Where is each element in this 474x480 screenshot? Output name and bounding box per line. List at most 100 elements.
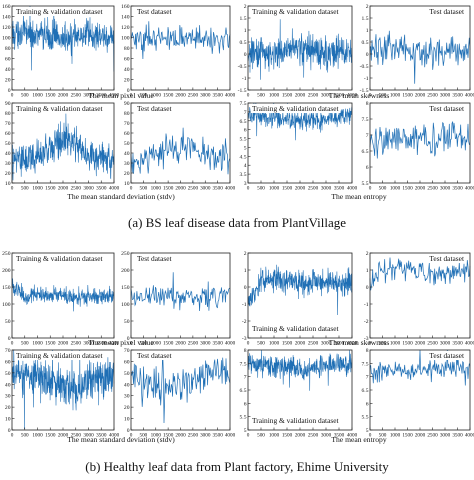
y-tick-label: 80 bbox=[124, 111, 130, 117]
x-tick-label: 4000 bbox=[347, 433, 358, 439]
title-bg bbox=[15, 104, 105, 113]
x-tick-label: 3000 bbox=[83, 186, 94, 192]
y-tick-label: 30 bbox=[124, 161, 130, 167]
panel-title: Training & validation dataset bbox=[252, 104, 340, 113]
panel-title: Test dataset bbox=[429, 254, 465, 263]
y-tick-label: 20 bbox=[124, 78, 130, 84]
y-tick-label: 50 bbox=[124, 141, 130, 147]
x-tick-label: 3500 bbox=[452, 93, 463, 99]
x-tick-label: 2000 bbox=[415, 93, 426, 99]
x-tick-label: 2000 bbox=[175, 433, 186, 439]
y-tick-label: 20 bbox=[5, 405, 11, 411]
group-xlabel: The mean entropy bbox=[331, 192, 386, 201]
series-line bbox=[130, 350, 231, 424]
x-tick-label: 1500 bbox=[45, 341, 56, 347]
title-bg bbox=[136, 7, 174, 16]
x-tick-label: 3000 bbox=[83, 433, 94, 439]
x-tick-label: 1000 bbox=[32, 341, 43, 347]
test-panel: 5 5.5 6 6.5 7 7.5 8 0 500 1000 1500 2000 2500 3000 350… bbox=[362, 348, 474, 439]
y-tick-label: 5.5 bbox=[240, 137, 247, 143]
x-tick-label: 500 bbox=[257, 341, 265, 347]
x-tick-label: 1500 bbox=[282, 93, 293, 99]
series-line bbox=[130, 127, 231, 175]
x-tick-label: 4000 bbox=[465, 186, 474, 192]
y-tick-label: 8 bbox=[244, 348, 247, 354]
y-tick-label: 5.5 bbox=[362, 181, 369, 187]
group-xlabel: The mean entropy bbox=[331, 435, 386, 444]
panel-title: Test dataset bbox=[137, 7, 173, 16]
x-tick-label: 2500 bbox=[427, 186, 438, 192]
y-tick-label: 30 bbox=[5, 161, 11, 167]
y-tick-label: 70 bbox=[124, 121, 130, 127]
x-tick-label: 500 bbox=[379, 186, 387, 192]
title-bg bbox=[428, 7, 466, 16]
y-tick-label: 10 bbox=[5, 181, 11, 187]
y-tick-label: -3 bbox=[364, 336, 369, 342]
x-tick-label: 1000 bbox=[151, 93, 162, 99]
series-line bbox=[11, 113, 115, 181]
x-tick-label: 0 bbox=[247, 341, 250, 347]
x-tick-label: 500 bbox=[139, 433, 147, 439]
y-tick-label: 30 bbox=[5, 394, 11, 400]
x-tick-label: 3000 bbox=[200, 341, 211, 347]
x-tick-label: 4000 bbox=[347, 341, 358, 347]
y-tick-label: 40 bbox=[124, 67, 130, 73]
x-tick-label: 2500 bbox=[71, 186, 82, 192]
y-tick-label: 10 bbox=[124, 417, 130, 423]
x-tick-label: 2500 bbox=[308, 93, 319, 99]
x-tick-label: 0 bbox=[247, 186, 250, 192]
y-tick-label: 60 bbox=[5, 57, 11, 63]
y-tick-label: 2 bbox=[366, 251, 369, 257]
x-tick-label: 3500 bbox=[452, 433, 463, 439]
train-panel: 0 20 40 60 80 100 120 140 160 0 500 1000 1500 2000 250… bbox=[2, 4, 119, 99]
y-tick-label: 7.5 bbox=[362, 117, 369, 123]
y-tick-label: 50 bbox=[5, 141, 11, 147]
y-tick-label: 20 bbox=[124, 405, 130, 411]
train-panel: 0 10 20 30 40 50 60 70 0 500 1000 1500 2000 2500 3000 3… bbox=[5, 348, 120, 439]
x-tick-label: 2000 bbox=[58, 186, 69, 192]
x-tick-label: 2000 bbox=[58, 341, 69, 347]
y-tick-label: 7 bbox=[244, 375, 247, 381]
y-tick-label: 0 bbox=[244, 285, 247, 291]
title-bg bbox=[251, 104, 341, 113]
y-tick-label: 5 bbox=[244, 145, 247, 151]
x-tick-label: 0 bbox=[369, 341, 372, 347]
x-tick-label: 2500 bbox=[427, 433, 438, 439]
plot-frame bbox=[130, 102, 231, 184]
train-panel: 3 3.5 4 4.5 5 5.5 6 6.5 7 7.5 0 500 1000 1500 2000 2500… bbox=[240, 101, 358, 192]
x-tick-label: 500 bbox=[379, 433, 387, 439]
x-tick-label: 0 bbox=[247, 93, 250, 99]
y-tick-label: 50 bbox=[124, 319, 130, 325]
x-tick-label: 4000 bbox=[109, 341, 120, 347]
plot-frame bbox=[369, 102, 471, 184]
y-tick-label: 0 bbox=[127, 88, 130, 94]
x-tick-label: 2000 bbox=[295, 186, 306, 192]
y-tick-label: 20 bbox=[5, 78, 11, 84]
title-bg bbox=[428, 104, 466, 113]
series-line bbox=[247, 19, 353, 80]
x-tick-label: 1000 bbox=[32, 433, 43, 439]
y-tick-label: 3 bbox=[244, 181, 247, 187]
y-tick-label: 60 bbox=[5, 131, 11, 137]
x-tick-label: 500 bbox=[257, 186, 265, 192]
y-tick-label: 7.5 bbox=[362, 361, 369, 367]
group-xlabel: The mean skewness bbox=[329, 91, 390, 100]
y-tick-label: 20 bbox=[5, 171, 11, 177]
y-tick-label: 8 bbox=[366, 348, 369, 354]
y-tick-label: 60 bbox=[5, 359, 11, 365]
y-tick-label: -2 bbox=[364, 319, 369, 325]
x-tick-label: 1500 bbox=[402, 93, 413, 99]
x-tick-label: 3500 bbox=[334, 93, 345, 99]
x-tick-label: 1000 bbox=[151, 433, 162, 439]
y-tick-label: 6.5 bbox=[362, 388, 369, 394]
x-tick-label: 1500 bbox=[163, 341, 174, 347]
y-tick-label: 10 bbox=[124, 181, 130, 187]
y-tick-label: 100 bbox=[121, 36, 130, 42]
x-tick-label: 500 bbox=[21, 186, 29, 192]
panel-title: Test dataset bbox=[429, 104, 465, 113]
series-line bbox=[11, 349, 115, 430]
y-tick-label: 1 bbox=[366, 28, 369, 34]
